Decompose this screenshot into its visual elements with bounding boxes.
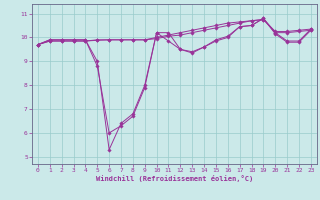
X-axis label: Windchill (Refroidissement éolien,°C): Windchill (Refroidissement éolien,°C) bbox=[96, 175, 253, 182]
